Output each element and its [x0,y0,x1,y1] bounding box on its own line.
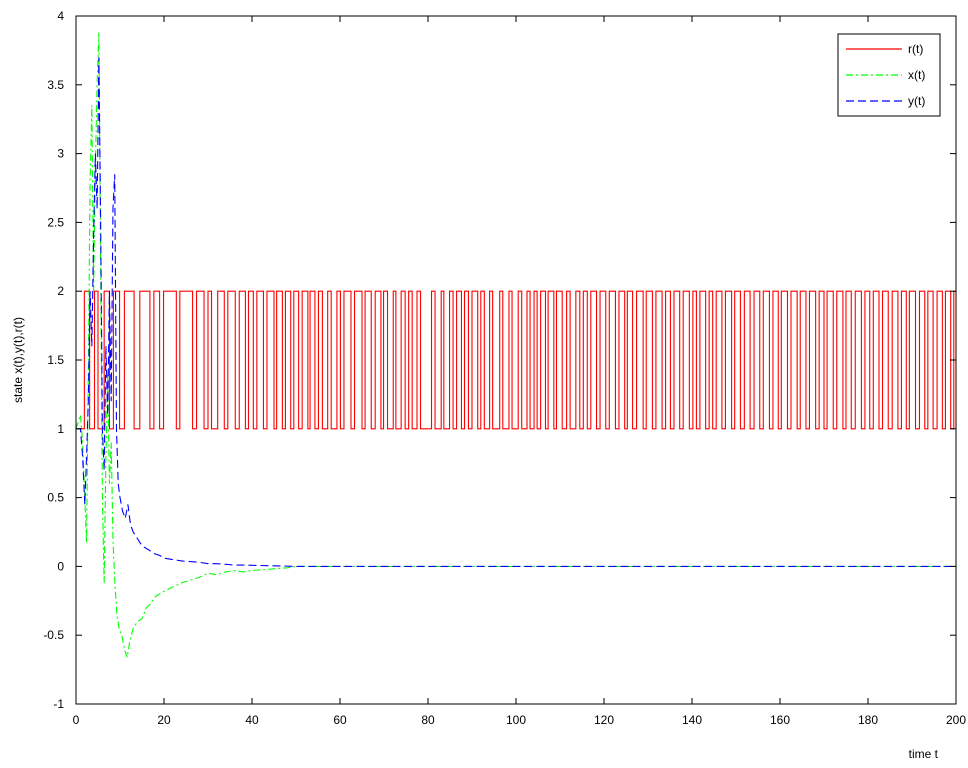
x-tick-label: 120 [594,713,614,727]
y-tick-label: 4 [57,9,64,23]
series-layer [75,32,956,658]
x-tick-label: 160 [770,713,790,727]
plot-area: 0 20 40 60 80 100 120 140 160 180 200 -1 -0.5 0 0.5 1 1.… [43,9,966,727]
series-line-xt [75,32,956,658]
y-tick-label: 2 [57,284,64,298]
x-tick-label: 0 [73,713,80,727]
y-axis-label: state x(t),y(t),r(t) [11,317,25,403]
series-line-yt [76,57,956,567]
y-tick-label: 3 [57,147,64,161]
x-tick-label: 80 [421,713,435,727]
x-tick-label: 60 [333,713,347,727]
x-tick-label: 200 [946,713,966,727]
legend-box [837,33,941,117]
x-tick-label: 140 [682,713,702,727]
series-line-rt [76,290,956,430]
y-tick-label: 1.5 [47,353,64,367]
x-tick-label: 20 [157,713,171,727]
legend-label-x: x(t) [908,68,925,82]
x-tick-label: 100 [506,713,526,727]
x-tick-label: 40 [245,713,259,727]
y-tick-label: 1 [57,422,64,436]
y-tick-label: -0.5 [43,628,64,642]
y-tick-label: -1 [53,697,64,711]
x-axis-label: time t [909,747,939,761]
legend-label-r: r(t) [908,42,923,56]
legend-label-y: y(t) [908,94,925,108]
y-tick-label: 0 [57,559,64,573]
y-tick-label: 2.5 [47,215,64,229]
x-tick-label: 180 [858,713,878,727]
y-tick-label: 3.5 [47,78,64,92]
y-tick-label: 0.5 [47,491,64,505]
legend: r(t) x(t) y(t) [837,33,941,117]
tick-layer: 0 20 40 60 80 100 120 140 160 180 200 -1 -0.5 0 0.5 1 1.… [43,9,966,727]
